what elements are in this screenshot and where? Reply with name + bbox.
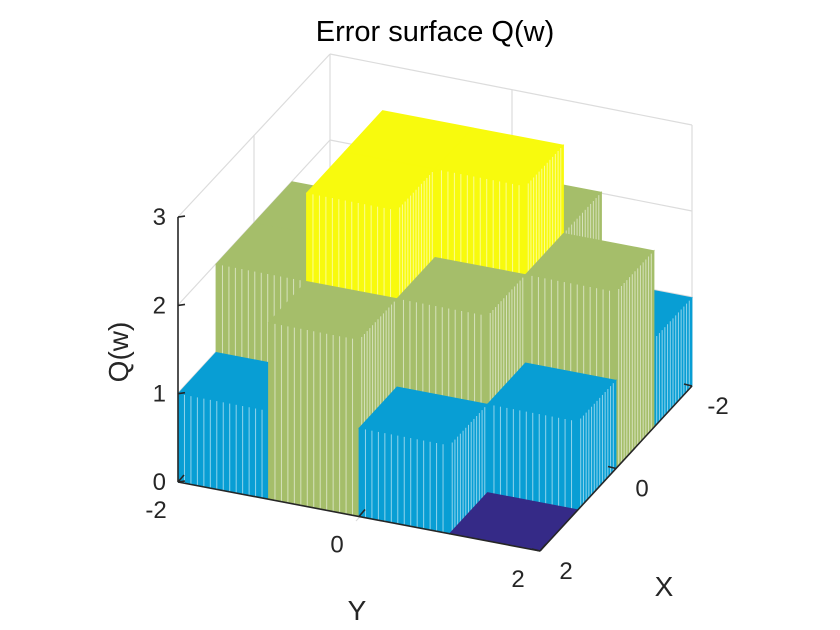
y-tick-label: 0 <box>330 532 343 559</box>
y-tick-mark <box>358 508 366 518</box>
x-tick-label: -2 <box>707 393 728 420</box>
x-tick-label: 0 <box>635 476 648 503</box>
x-axis-label: X <box>655 571 674 602</box>
y-axis-label: Y <box>348 595 367 626</box>
y-tick-mark <box>177 474 185 483</box>
z-tick-mark <box>177 303 186 307</box>
x-tick-mark <box>683 383 693 387</box>
chart-title: Error surface Q(w) <box>316 16 554 48</box>
y-tick-label: 2 <box>511 566 524 593</box>
z-tick-mark <box>177 215 186 218</box>
surface <box>177 110 693 552</box>
y-tick-label: -2 <box>145 497 166 524</box>
z-tick-label: 3 <box>153 204 166 231</box>
x-tick-mark <box>607 465 617 470</box>
z-axis-label: Q(w) <box>103 322 134 383</box>
y-tick-mark <box>539 543 547 552</box>
z-tick-label: 2 <box>153 292 166 319</box>
grid-right-wall-top <box>329 53 693 126</box>
z-tick-mark <box>177 391 186 395</box>
x-tick-mark <box>531 548 541 552</box>
z-tick-label: 1 <box>153 381 166 408</box>
z-tick-label: 0 <box>153 469 166 496</box>
x-tick-label: 2 <box>559 558 572 585</box>
